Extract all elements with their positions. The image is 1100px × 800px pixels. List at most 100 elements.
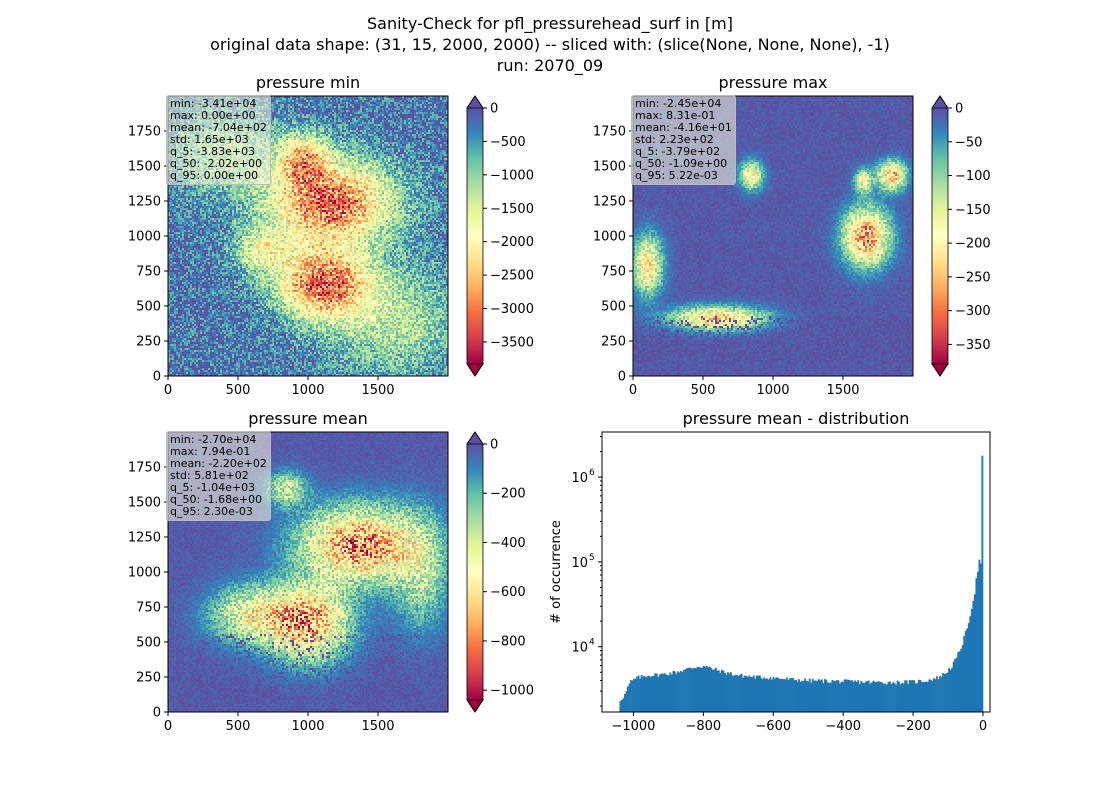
colorbar-outline-2 xyxy=(466,431,484,713)
histogram-bar xyxy=(667,675,670,712)
y-tick-label: 1750 xyxy=(128,125,161,140)
y-tick-label: 1000 xyxy=(593,230,626,245)
histogram-bar xyxy=(872,680,875,712)
hist-y-tick-label: 10 xyxy=(571,556,588,571)
x-tick-label: 1500 xyxy=(361,383,394,398)
histogram-bar xyxy=(789,678,791,712)
colorbar-1 xyxy=(932,108,948,364)
histogram-bar xyxy=(917,679,920,712)
histogram-bar xyxy=(734,674,737,712)
histogram-bar xyxy=(849,680,852,712)
y-tick-label: 0 xyxy=(153,370,161,385)
histogram-bar xyxy=(649,676,652,712)
histogram-bar xyxy=(643,675,646,712)
histogram-bar xyxy=(860,680,863,712)
histogram-bar xyxy=(814,680,817,712)
histogram-bar xyxy=(966,628,969,712)
histogram-ylabel: # of occurrence xyxy=(549,520,564,624)
histogram-bar xyxy=(899,684,902,712)
histogram-bar xyxy=(923,681,926,712)
stats-line: q_95: 2.30e-03 xyxy=(170,505,253,518)
histogram-bar xyxy=(757,675,760,712)
histogram-bar xyxy=(978,559,981,712)
histogram-bar xyxy=(627,686,629,712)
x-tick-label: 1000 xyxy=(291,383,324,398)
histogram-bar xyxy=(622,698,625,712)
histogram-bar xyxy=(681,671,684,712)
stats-line: std: 2.23e+02 xyxy=(635,133,714,146)
histogram-bar xyxy=(880,681,882,712)
colorbar-extend-bottom-2 xyxy=(466,699,484,713)
histogram-bar xyxy=(933,678,935,712)
histogram-bar xyxy=(722,670,725,712)
histogram-bar xyxy=(813,680,816,712)
histogram-bar xyxy=(823,679,826,712)
colorbar-tick-label: −200 xyxy=(490,487,526,502)
hist-x-tick-label: −1000 xyxy=(611,719,655,734)
histogram-bar xyxy=(714,667,717,712)
histogram-bar xyxy=(770,679,773,712)
histogram-bar xyxy=(914,683,917,712)
colorbar-tick-label: 0 xyxy=(490,102,498,117)
histogram-bar xyxy=(748,675,751,712)
histogram-bar xyxy=(687,667,690,712)
histogram-bar xyxy=(633,678,635,712)
histogram-bar xyxy=(942,673,944,712)
histogram-bar xyxy=(672,670,675,712)
colorbar-tick-label: −1500 xyxy=(490,202,534,217)
histogram-bar xyxy=(646,676,649,712)
heatmap-title-1: pressure max xyxy=(718,73,827,92)
histogram-bar xyxy=(655,673,658,712)
histogram-bar xyxy=(854,680,857,712)
histogram-bar xyxy=(631,680,634,712)
histogram-bar xyxy=(830,682,832,712)
histogram-bar xyxy=(742,677,744,712)
histogram-bar xyxy=(674,671,676,712)
stats-line: std: 1.65e+03 xyxy=(170,133,249,146)
histogram-bar xyxy=(628,683,631,712)
histogram-bar xyxy=(705,665,708,712)
y-tick-label: 250 xyxy=(136,335,161,350)
histogram-bar xyxy=(684,669,687,712)
histogram-frame xyxy=(601,431,991,713)
histogram-bar xyxy=(883,683,885,712)
histogram-bar xyxy=(887,682,890,712)
histogram-bar xyxy=(711,669,714,712)
histogram-bar xyxy=(710,667,713,712)
histogram-bar xyxy=(958,651,961,712)
histogram-title: pressure mean - distribution xyxy=(683,409,910,428)
colorbar-tick-label: −2500 xyxy=(490,269,534,284)
histogram-bar xyxy=(630,680,632,712)
histogram-bar xyxy=(964,630,967,712)
histogram-bar xyxy=(875,682,878,712)
y-tick-label: 500 xyxy=(136,636,161,651)
histogram-bar xyxy=(769,677,772,712)
histogram-bar xyxy=(664,674,667,712)
histogram-bar xyxy=(755,675,758,712)
histogram-bar xyxy=(804,678,807,712)
histogram-bar xyxy=(766,678,769,712)
colorbar-tick-label: −300 xyxy=(955,304,991,319)
histogram-bar xyxy=(845,679,847,712)
histogram-bar xyxy=(963,635,966,712)
histogram-bar xyxy=(625,691,628,712)
histogram-bar xyxy=(693,667,696,712)
histogram-bar xyxy=(723,672,726,712)
colorbar-tick-label: −500 xyxy=(490,135,526,150)
figure-title-line-2: original data shape: (31, 15, 2000, 2000… xyxy=(210,35,890,54)
histogram-bar xyxy=(786,677,788,712)
histogram-bar xyxy=(698,667,701,712)
colorbar-tick-label: −250 xyxy=(955,270,991,285)
histogram-bar xyxy=(943,674,946,712)
hist-x-tick-label: −400 xyxy=(825,719,861,734)
y-tick-label: 1750 xyxy=(593,125,626,140)
histogram-bar xyxy=(725,674,728,712)
y-tick-label: 500 xyxy=(136,300,161,315)
histogram-bar xyxy=(640,674,643,712)
histogram-bar xyxy=(801,680,804,712)
y-tick-label: 0 xyxy=(153,706,161,721)
heatmap-title-0: pressure min xyxy=(256,73,360,92)
colorbar-2 xyxy=(467,444,483,700)
histogram-bar xyxy=(761,679,764,712)
histogram-bar xyxy=(669,672,672,712)
